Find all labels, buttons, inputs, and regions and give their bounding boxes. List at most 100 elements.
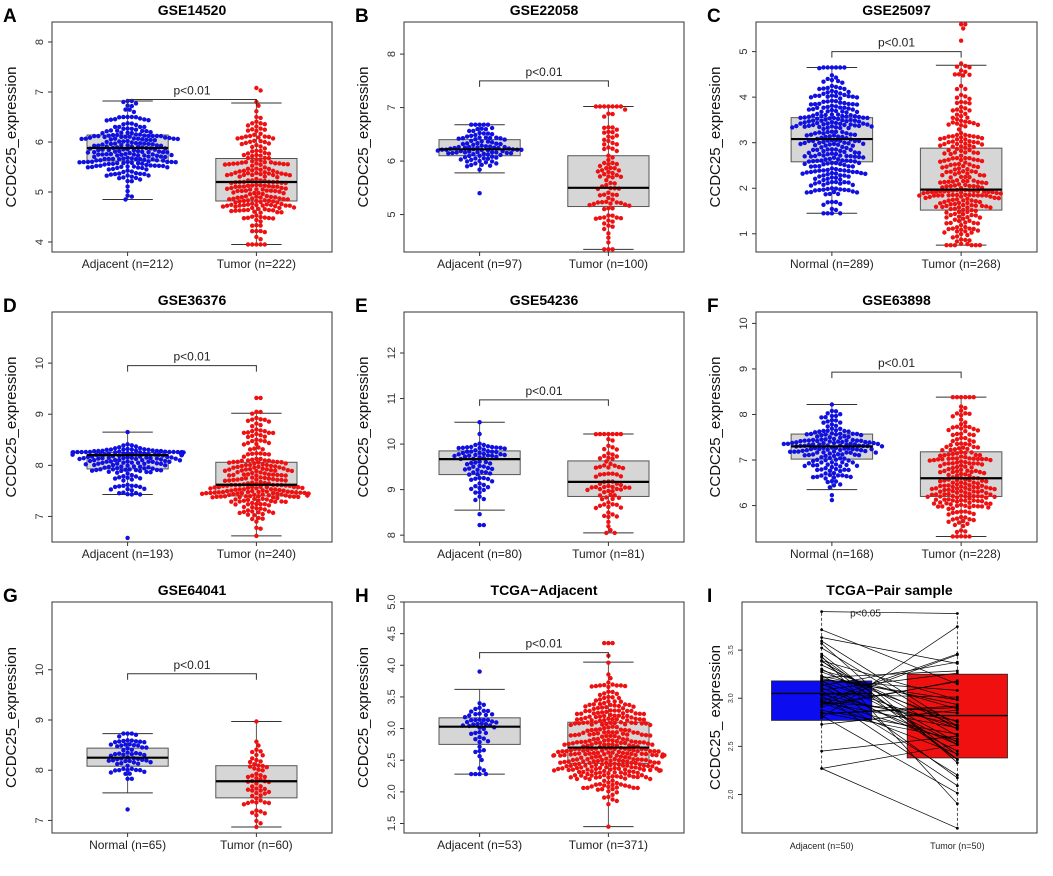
- data-point: [838, 167, 843, 173]
- data-point: [820, 674, 824, 678]
- data-point: [477, 717, 482, 722]
- data-point: [291, 205, 297, 210]
- data-point: [435, 148, 440, 153]
- pair-line: [821, 664, 958, 727]
- data-point: [579, 739, 584, 745]
- data-point: [133, 732, 139, 737]
- data-point: [129, 156, 134, 161]
- data-point: [281, 466, 286, 471]
- y-axis-label: CCDC25_expression: [3, 647, 20, 788]
- data-point: [129, 443, 134, 448]
- data-point: [975, 157, 981, 163]
- data-point: [262, 127, 267, 132]
- data-point: [835, 142, 841, 147]
- data-point: [971, 193, 976, 198]
- data-point: [270, 430, 276, 436]
- data-point: [560, 749, 565, 754]
- data-point: [610, 489, 615, 494]
- data-point: [618, 482, 624, 488]
- data-point: [266, 430, 272, 435]
- data-point: [963, 411, 968, 416]
- data-point: [654, 753, 659, 758]
- data-point: [264, 484, 269, 490]
- data-point: [963, 503, 968, 508]
- data-point: [606, 111, 611, 116]
- data-point: [125, 763, 130, 768]
- data-point: [954, 437, 960, 442]
- data-point: [129, 473, 134, 478]
- group-blue: [781, 402, 885, 503]
- data-point: [988, 457, 993, 463]
- data-point: [83, 449, 89, 455]
- data-point: [975, 184, 981, 189]
- data-point: [119, 143, 124, 148]
- data-point: [616, 766, 622, 771]
- data-point: [608, 754, 613, 759]
- data-point: [266, 476, 272, 481]
- data-point: [838, 125, 843, 131]
- data-point: [262, 429, 267, 434]
- data-point: [622, 485, 628, 490]
- data-point: [158, 448, 164, 454]
- data-point: [254, 427, 259, 432]
- data-point: [854, 102, 860, 107]
- data-point: [135, 161, 141, 166]
- data-point: [829, 179, 835, 185]
- data-point: [252, 138, 257, 143]
- data-point: [587, 702, 592, 707]
- data-point: [846, 164, 851, 169]
- data-point: [975, 456, 981, 462]
- data-point: [469, 133, 474, 138]
- data-point: [199, 491, 205, 496]
- data-point: [237, 203, 242, 208]
- data-point: [631, 769, 636, 774]
- data-point: [927, 458, 932, 463]
- pair-line: [821, 707, 958, 715]
- data-point: [979, 203, 985, 209]
- data-point: [112, 740, 118, 745]
- data-point: [254, 739, 259, 744]
- data-point: [954, 490, 960, 495]
- data-point: [618, 474, 624, 479]
- y-tick-label: 2.0: [728, 790, 735, 800]
- data-point: [967, 108, 972, 113]
- data-point: [938, 180, 943, 185]
- data-point: [142, 466, 147, 471]
- data-point: [604, 721, 609, 727]
- data-point: [633, 720, 638, 726]
- data-point: [956, 127, 962, 132]
- data-point: [602, 718, 607, 723]
- data-point: [606, 699, 611, 704]
- data-point: [925, 190, 930, 195]
- data-point: [250, 488, 255, 494]
- data-point: [277, 161, 282, 166]
- data-point: [815, 434, 820, 439]
- data-point: [850, 182, 855, 188]
- data-point: [821, 79, 826, 84]
- outlier-point: [125, 535, 130, 541]
- data-point: [833, 167, 839, 172]
- data-point: [819, 467, 824, 472]
- data-point: [258, 395, 263, 401]
- data-point: [481, 496, 486, 502]
- data-point: [821, 65, 826, 70]
- data-point: [133, 456, 139, 462]
- data-point: [838, 105, 843, 110]
- data-point: [597, 727, 603, 732]
- data-point: [135, 165, 141, 170]
- data-point: [477, 735, 482, 740]
- data-point: [835, 157, 841, 162]
- data-point: [237, 510, 242, 516]
- data-point: [266, 207, 272, 213]
- data-point: [252, 190, 257, 196]
- data-point: [585, 771, 590, 777]
- chart-title: GSE22058: [510, 2, 579, 18]
- data-point: [635, 770, 640, 776]
- data-point: [241, 203, 247, 208]
- y-tick-label: 1: [738, 231, 750, 237]
- data-point: [963, 174, 968, 180]
- data-point: [812, 131, 818, 136]
- data-point: [579, 711, 584, 716]
- data-point: [610, 431, 615, 437]
